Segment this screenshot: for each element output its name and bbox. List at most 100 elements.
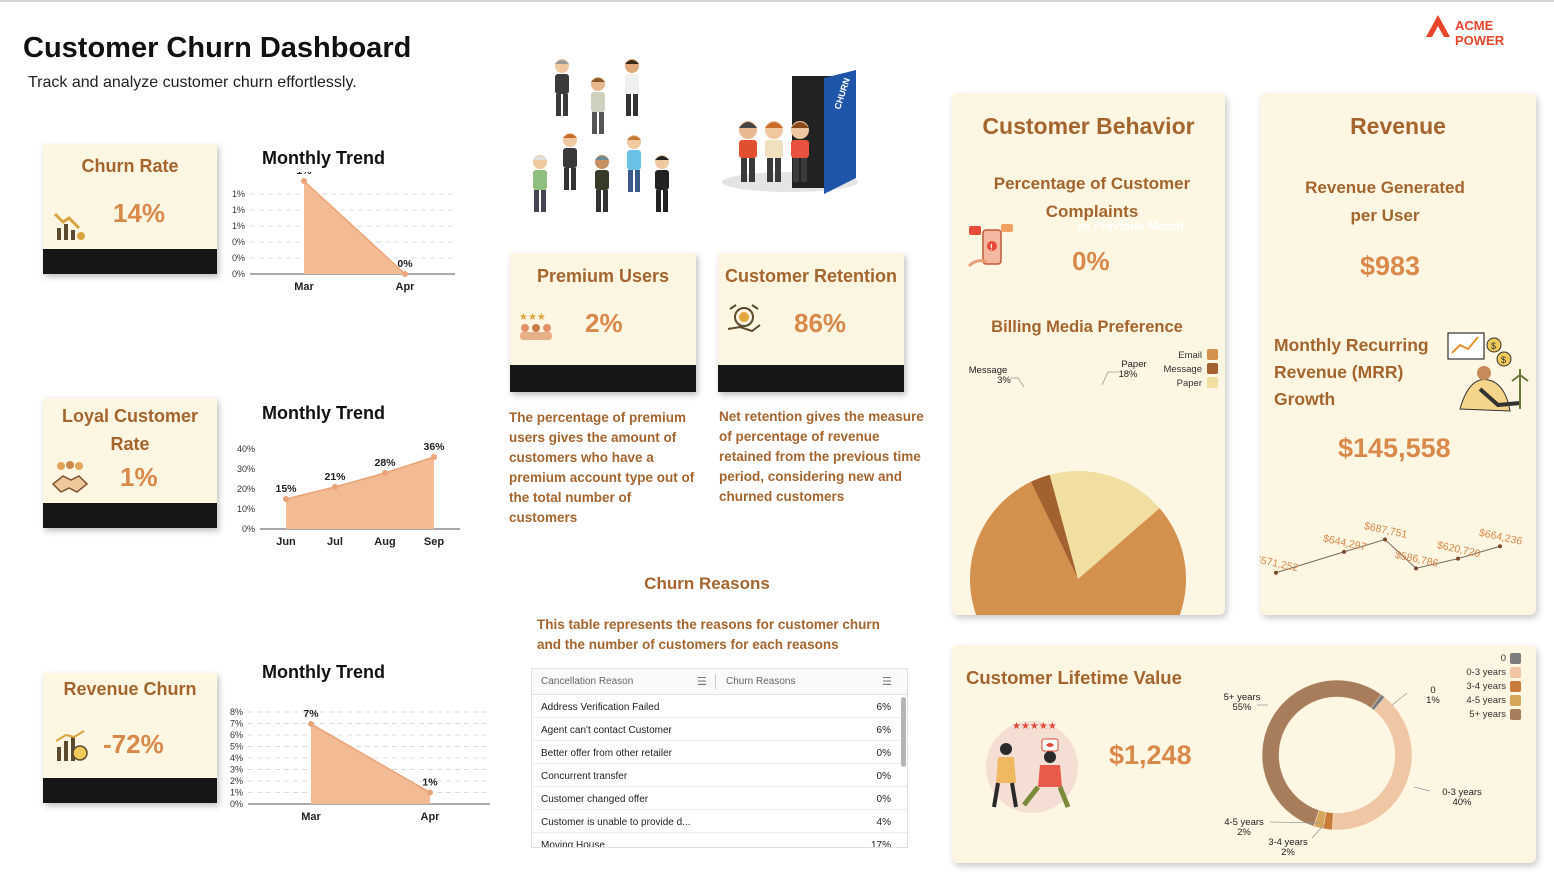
data-point[interactable] (332, 484, 338, 490)
column-menu-icon[interactable]: ☰ (697, 676, 707, 688)
loyal-rate-title-1: Loyal Customer (61, 406, 199, 426)
card-footer-bar (43, 503, 217, 528)
area-fill (311, 723, 430, 804)
customer-behavior-panel: Customer Behavior Percentage of Customer… (952, 93, 1225, 615)
revenue-title: Revenue (1350, 113, 1446, 139)
svg-text:$: $ (1501, 355, 1506, 365)
table-row[interactable]: Moving House 17% (532, 833, 907, 847)
handshake-icon (51, 461, 89, 493)
data-point[interactable] (1456, 556, 1460, 561)
data-point[interactable] (1498, 544, 1502, 549)
legend-swatch[interactable] (1207, 363, 1218, 374)
table-row[interactable]: Agent can't contact Customer 6% (532, 718, 907, 741)
premium-users-card: Premium Users ★★★ 2% (510, 253, 696, 392)
data-point[interactable] (1342, 549, 1346, 554)
y-tick-label: 8% (230, 707, 243, 717)
pie-slice[interactable] (1049, 471, 1160, 579)
data-point[interactable] (427, 789, 433, 796)
pie-slice[interactable] (970, 481, 1186, 615)
data-label: 7% (303, 708, 319, 720)
data-point[interactable] (1274, 570, 1278, 575)
legend-label: Email (1178, 350, 1202, 361)
legend-swatch[interactable] (1510, 653, 1521, 664)
customer-lifetime-value-panel: Customer Lifetime Value ★★★★★ $1,248 0 1%… (952, 645, 1536, 863)
y-tick-label: 1% (230, 788, 243, 798)
data-point[interactable] (1414, 566, 1418, 571)
legend-label: Message (1163, 364, 1202, 375)
complaints-label: Percentage of Customer Complaints (993, 174, 1191, 221)
y-tick-label: 4% (230, 753, 243, 763)
data-point[interactable] (308, 720, 314, 727)
legend-swatch[interactable] (1510, 681, 1521, 692)
leader-line (1269, 821, 1321, 824)
loyal-rate-title-2: Rate (110, 434, 150, 454)
rating-stars: ★★★★★ (1012, 721, 1057, 732)
money-chart-icon (55, 730, 88, 761)
mrr-value: $145,558 (1338, 433, 1451, 463)
legend-swatch[interactable] (1207, 377, 1218, 388)
pie-slice[interactable] (1030, 474, 1078, 579)
table-row[interactable]: Customer is unable to provide d... 4% (532, 810, 907, 833)
x-tick-label: Mar (301, 811, 321, 823)
revenue-churn-card: Revenue Churn -72% (43, 673, 217, 803)
data-label: 28% (374, 457, 396, 469)
data-point[interactable] (431, 454, 437, 460)
clv-illustration: ★★★★★ (986, 721, 1078, 813)
area-fill (286, 457, 434, 529)
data-point[interactable] (402, 271, 408, 277)
page-subtitle: Track and analyze customer churn effortl… (28, 74, 357, 91)
card-footer-bar (510, 365, 696, 392)
donut-slice[interactable] (1332, 696, 1413, 831)
person-figure (625, 59, 639, 116)
y-tick-label: 2% (230, 776, 243, 786)
table-row[interactable]: Customer changed offer 0% (532, 787, 907, 810)
y-tick-label: 6% (230, 730, 243, 740)
trend-line (310, 723, 431, 794)
clv-title: Customer Lifetime Value (966, 667, 1182, 688)
data-point[interactable] (1383, 537, 1387, 542)
reason-cell: Address Verification Failed (541, 702, 660, 713)
churn-reasons-description: This table represents the reasons for cu… (537, 617, 880, 652)
x-tick-label: Jul (327, 536, 343, 548)
data-point[interactable] (283, 496, 289, 502)
data-point[interactable] (301, 178, 307, 184)
churn-reasons-table[interactable]: Cancellation Reason ☰ Churn Reasons ☰ Ad… (531, 668, 908, 848)
customer-retention-title: Customer Retention (724, 266, 897, 286)
donut-slice[interactable] (1261, 679, 1382, 827)
complaint-phone-icon: ! (967, 224, 1013, 268)
table-row[interactable]: Concurrent transfer 0% (532, 764, 907, 787)
y-tick-label: 1% (232, 205, 245, 215)
data-label: 1% (422, 777, 438, 789)
data-point[interactable] (382, 470, 388, 476)
legend-swatch[interactable] (1510, 709, 1521, 720)
churn-trend-title: Monthly Trend (262, 148, 385, 168)
person-figure (655, 155, 669, 212)
revenue-churn-value: -72% (103, 729, 164, 759)
legend-swatch[interactable] (1510, 695, 1521, 706)
data-label: 21% (324, 471, 346, 483)
leader-line (1413, 786, 1431, 792)
column-header-reason[interactable]: Cancellation Reason (541, 676, 634, 687)
card-footer-bar (43, 778, 217, 803)
pie-label-value: 18% (1118, 369, 1138, 380)
legend-label: 5+ years (1469, 709, 1506, 720)
svg-text:!: ! (990, 243, 993, 252)
legend-swatch[interactable] (1510, 667, 1521, 678)
churn-value-cell: 0% (876, 748, 891, 759)
retention-description: Net retention gives the measure of perce… (719, 409, 924, 504)
column-header-churn[interactable]: Churn Reasons (726, 676, 796, 687)
table-scrollbar[interactable] (901, 697, 906, 767)
person-figure (791, 121, 809, 182)
y-tick-label: 0% (242, 524, 255, 534)
leader-line (1391, 692, 1408, 706)
table-row[interactable]: Better offer from other retailer 0% (532, 741, 907, 764)
loyal-rate-card: Loyal Customer Rate 1% (43, 398, 217, 528)
column-menu-icon[interactable]: ☰ (882, 676, 892, 688)
table-row[interactable]: Address Verification Failed 6% (532, 695, 907, 718)
premium-users-value: 2% (585, 308, 623, 338)
x-tick-label: Apr (396, 281, 416, 293)
donut-label-name: 0 (1430, 685, 1435, 696)
legend-swatch[interactable] (1207, 349, 1218, 360)
leader-line (1101, 371, 1118, 386)
